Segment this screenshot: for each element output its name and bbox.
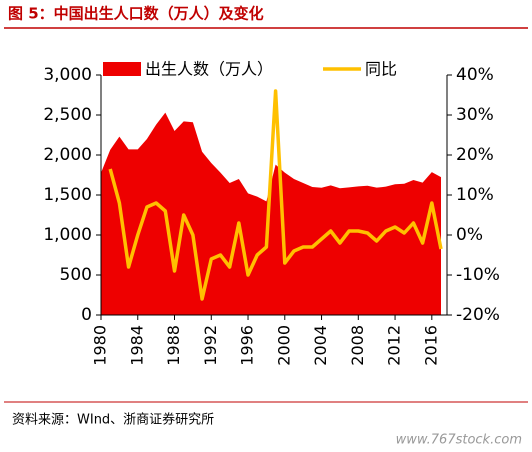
y2-tick-label: -20% <box>456 305 500 325</box>
y-tick-label: 1,000 <box>43 225 92 245</box>
y2-tick-label: 0% <box>456 225 483 245</box>
area <box>101 112 441 315</box>
x-tick-label: 2008 <box>348 325 367 366</box>
y-tick-label: 1,500 <box>43 185 92 205</box>
watermark: www.767stock.com <box>396 433 522 448</box>
y-tick-label: 3,000 <box>43 65 92 85</box>
x-tick-label: 2000 <box>274 325 293 366</box>
x-tick-label: 1988 <box>164 325 183 366</box>
x-tick-label: 2012 <box>385 325 404 366</box>
y2-tick-label: 40% <box>456 65 494 85</box>
y-tick-label: 0 <box>81 305 92 325</box>
y-tick-label: 2,000 <box>43 145 92 165</box>
y-tick-label: 2,500 <box>43 105 92 125</box>
x-tick-label: 1996 <box>238 325 257 366</box>
x-tick-label: 1980 <box>91 325 110 366</box>
y-tick-label: 500 <box>60 265 92 285</box>
legend-label: 同比 <box>365 60 397 79</box>
x-tick-label: 1992 <box>201 325 220 366</box>
y2-tick-label: 30% <box>456 105 494 125</box>
line <box>108 89 443 301</box>
y2-tick-label: 10% <box>456 185 494 205</box>
y2-tick-label: 20% <box>456 145 494 165</box>
legend-swatch <box>103 62 141 76</box>
x-tick-label: 1984 <box>127 325 146 366</box>
source: 资料来源：WInd、浙商证券研究所 <box>12 412 214 428</box>
legend-label: 出生人数（万人） <box>145 60 273 79</box>
x-tick-label: 2004 <box>311 325 330 366</box>
y2-tick-label: -10% <box>456 265 500 285</box>
chart-title: 图 5：中国出生人口数（万人）及变化 <box>8 5 264 23</box>
x-tick-label: 2016 <box>421 325 440 366</box>
